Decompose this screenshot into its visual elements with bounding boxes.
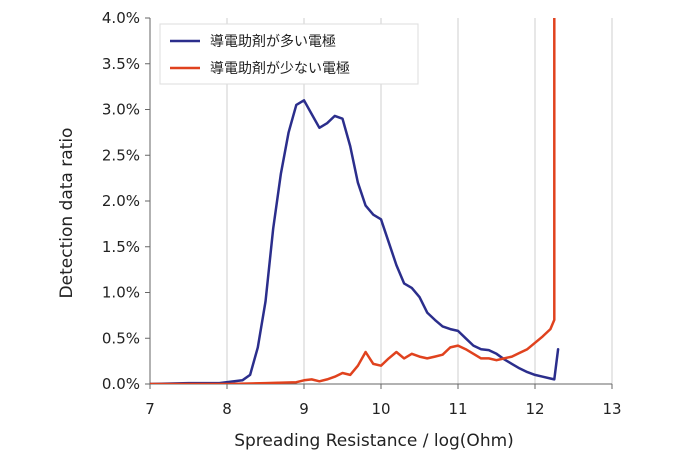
x-tick-label: 7 [145,400,155,418]
x-tick-label: 13 [602,400,621,418]
x-tick-label: 12 [525,400,544,418]
x-tick-label: 9 [299,400,309,418]
y-tick-label: 1.0% [102,284,140,302]
y-tick-label: 4.0% [102,9,140,27]
legend-label-1: 導電助剤が多い電極 [210,33,336,50]
y-tick-label: 0.0% [102,375,140,393]
axes: 0.0% 0.5% 1.0% 1.5% 2.0% 2.5% 3.0% 3.5% 4.0% 7 8 9 1… [102,9,622,418]
y-tick-label: 2.5% [102,146,140,164]
legend-box [159,23,419,85]
y-tick-label: 0.5% [102,329,140,347]
x-axis-title: Spreading Resistance / log(Ohm) [234,431,514,451]
y-tick-label: 3.0% [102,101,140,119]
x-tick-label: 10 [371,400,390,418]
series-line-2 [150,18,556,384]
y-tick-label: 2.0% [102,192,140,210]
series-group [150,18,560,384]
y-axis-title: Detection data ratio [57,128,77,299]
x-tick-label: 11 [448,400,467,418]
legend-label-2: 導電助剤が少ない電極 [210,61,350,77]
x-tick-label: 8 [222,400,232,418]
series-line-1 [150,99,560,384]
y-tick-label: 3.5% [102,55,140,73]
y-tick-label: 1.5% [102,238,140,256]
